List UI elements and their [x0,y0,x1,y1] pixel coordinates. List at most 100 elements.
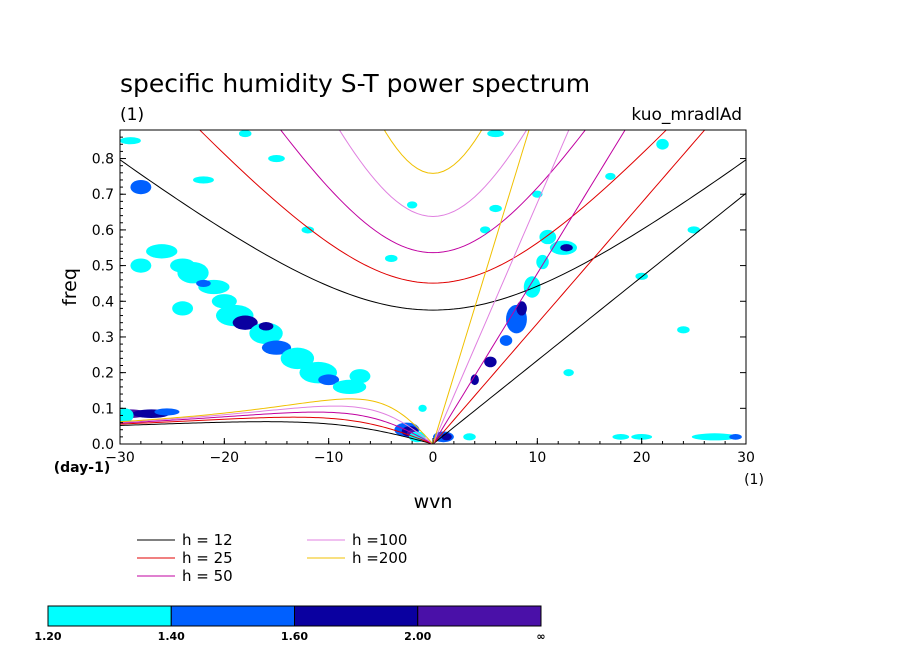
rossby-curve-h50 [120,411,434,444]
colorbar-label: 1.40 [158,630,185,643]
y-tick-label: 0.3 [92,330,114,346]
chart-subtitle-right: kuo_mradlAd [631,105,742,125]
contour-blob-59 [301,226,315,234]
contour-blob-54 [489,204,502,213]
rossby-curve-h12 [120,421,434,444]
contour-blob-29 [418,404,427,412]
contour-blob-53 [406,201,418,209]
chart-subtitle-left: (1) [120,105,144,125]
y-tick-label: 0.6 [92,223,114,239]
x-tick-label: 30 [737,450,755,466]
contour-blob-28 [441,433,452,441]
contour-blob-3 [120,408,134,423]
colorbar-swatch [47,605,172,627]
contour-blob-43 [677,326,690,334]
contour-blob-30 [470,374,479,386]
contour-blob-20 [349,369,371,384]
x-unit-label: (1) [744,472,764,488]
ig-curve-h12 [120,159,746,311]
contour-blob-18 [318,374,340,386]
colorbar-label: 2.00 [404,630,431,643]
contour-blob-9 [196,279,211,287]
y-tick-label: 0.0 [92,437,114,453]
ig-curve-h25 [199,130,667,284]
y-tick-label: 0.8 [92,152,114,168]
contour-blob-22 [130,258,152,273]
contour-blob-60 [463,433,476,441]
contour-blob-36 [536,254,549,270]
rossby-curve-h100 [120,405,434,444]
contour-blob-4 [130,179,152,195]
colorbar-label: ∞ [536,630,545,643]
y-tick-label: 0.5 [92,259,114,275]
contour-blob-32 [499,335,513,346]
contour-blob-61 [687,226,701,234]
contour-blob-58 [563,369,574,377]
contour-blob-13 [249,322,283,345]
contour-blob-21 [172,301,194,316]
contour-blob-14 [258,321,274,331]
chart-title: specific humidity S-T power spectrum [120,69,590,98]
x-tick-label: 10 [528,450,546,466]
colorbar-label: 1.20 [34,630,61,643]
kelvin-curve-h100 [432,130,570,444]
contour-blob-41 [487,130,504,138]
x-tick-label: 20 [633,450,651,466]
contour-blob-19 [332,379,367,395]
contour-blob-35 [523,276,541,298]
ig-curve-h200 [383,130,483,174]
colorbar-swatch [170,605,295,627]
contour-blob-10 [211,294,237,309]
contour-blob-56 [605,172,616,180]
y-unit-label: (day-1) [54,460,111,476]
kelvin-curve-h200 [432,130,530,444]
contour-blob-31 [484,356,497,368]
y-axis: 0.0 0.1 0.2 0.3 0.4 0.5 0.6 0.7 0.8 [92,136,746,453]
contour-blob-16 [280,347,315,370]
y-tick-label: 0.4 [92,294,114,310]
legend-label: h =100 [352,531,407,549]
kelvin-curve-h12 [432,192,746,444]
y-tick-label: 0.2 [92,366,114,382]
contour-blob-38 [560,244,573,252]
x-tick-label: −20 [210,450,240,466]
rossby-curve-h25 [120,416,434,444]
contour-blob-15 [261,340,292,355]
contour-blob-12 [232,315,258,330]
y-tick-label: 0.1 [92,401,114,417]
contour-blob-47 [631,434,653,440]
ig-curve-h50 [280,130,586,254]
kelvin-curve-h50 [432,130,626,444]
contour-blob-50 [268,154,285,163]
x-axis-label: wvn [414,491,453,513]
contour-blob-51 [120,137,141,145]
legend-label: h = 50 [182,567,233,585]
y-axis-label: freq [59,268,81,306]
contour-blob-2 [154,408,180,416]
contour-blob-7 [177,262,209,284]
legend-label: h = 12 [182,531,233,549]
contour-blob-52 [238,130,252,138]
colorbar-label: 1.60 [281,630,308,643]
x-axis: −30 −20 −10 0 10 20 30 [105,438,755,466]
legend-label: h = 25 [182,549,233,567]
dispersion-curves-layer [120,130,746,444]
y-tick-label: 0.7 [92,187,114,203]
rossby-curve-h200 [120,398,434,444]
contour-blob-34 [516,301,527,316]
x-tick-label: −30 [105,450,135,466]
contour-blob-49 [193,176,214,184]
x-tick-label: −10 [314,450,344,466]
x-tick-label: 0 [429,450,438,466]
contour-blob-5 [146,244,178,259]
contour-blob-45 [691,433,738,441]
kelvin-curve-h25 [432,130,706,444]
colorbar-swatch [417,605,542,627]
contour-blob-40 [479,226,491,234]
contour-blob-42 [656,138,669,150]
contour-blob-46 [729,434,742,440]
ig-curve-h100 [338,130,528,217]
contour-fill-layer [120,130,742,443]
